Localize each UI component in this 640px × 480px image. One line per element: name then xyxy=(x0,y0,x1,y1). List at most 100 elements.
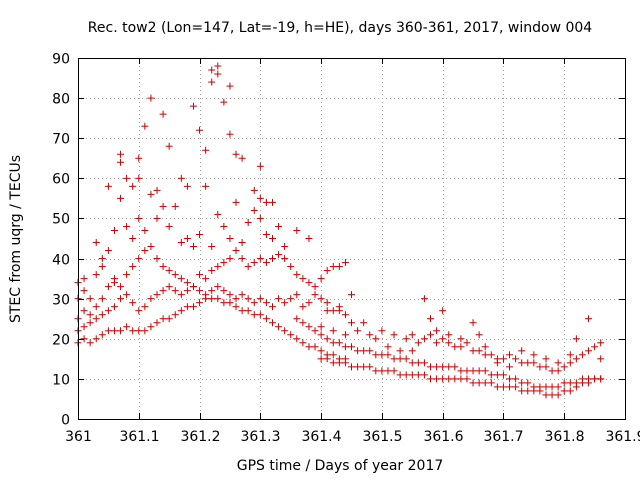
data-point xyxy=(135,255,143,263)
data-point xyxy=(159,263,167,271)
data-point xyxy=(548,383,556,391)
data-point xyxy=(129,182,137,190)
data-point xyxy=(117,158,125,166)
data-point xyxy=(481,379,489,387)
data-point xyxy=(268,319,276,327)
data-point xyxy=(329,339,337,347)
data-point xyxy=(329,263,337,271)
data-point xyxy=(548,367,556,375)
data-point xyxy=(518,387,526,395)
data-point xyxy=(153,291,161,299)
data-point xyxy=(117,150,125,158)
data-point xyxy=(92,315,100,323)
data-point xyxy=(348,291,355,299)
data-point xyxy=(208,287,216,295)
data-point xyxy=(287,331,295,339)
data-point xyxy=(354,347,362,355)
data-point xyxy=(268,235,276,242)
data-point xyxy=(329,351,337,359)
data-point xyxy=(433,339,441,347)
data-point xyxy=(135,214,143,222)
x-tick-label: 361.9 xyxy=(605,429,640,445)
data-point xyxy=(469,319,477,327)
data-point xyxy=(165,142,173,150)
data-point xyxy=(250,206,258,214)
data-point xyxy=(439,335,447,343)
data-point xyxy=(147,323,155,331)
y-tick-label: 10 xyxy=(52,373,70,389)
data-point xyxy=(469,367,477,375)
data-point xyxy=(366,347,374,355)
data-point xyxy=(566,359,574,367)
data-point xyxy=(268,198,276,206)
data-point xyxy=(202,295,210,303)
data-point xyxy=(506,351,514,359)
data-point xyxy=(135,154,143,162)
data-point xyxy=(475,367,483,375)
data-point xyxy=(117,327,125,335)
data-point xyxy=(427,363,435,371)
data-point xyxy=(335,263,343,271)
data-point xyxy=(445,375,453,383)
data-point xyxy=(427,375,435,383)
data-point xyxy=(153,319,161,327)
data-point xyxy=(196,287,204,295)
data-point xyxy=(159,110,167,118)
y-tick-label: 80 xyxy=(52,92,70,108)
x-tick-label: 361.8 xyxy=(544,429,584,445)
data-point xyxy=(220,98,228,106)
data-point xyxy=(104,182,112,190)
data-point xyxy=(208,267,216,275)
data-point xyxy=(98,295,106,303)
x-tick-label: 361.5 xyxy=(362,429,402,445)
data-point xyxy=(262,198,270,206)
data-point xyxy=(560,363,568,371)
data-point xyxy=(299,339,307,347)
data-point xyxy=(238,291,246,299)
data-point xyxy=(268,255,276,263)
data-point xyxy=(323,267,331,275)
data-point xyxy=(530,387,538,395)
data-point xyxy=(244,263,252,271)
data-point xyxy=(566,387,574,395)
data-point xyxy=(384,343,392,351)
data-point xyxy=(287,263,295,271)
data-point xyxy=(250,311,258,319)
data-point xyxy=(414,359,422,367)
data-point xyxy=(177,239,185,247)
data-point xyxy=(463,375,471,383)
data-point xyxy=(566,351,574,359)
data-point xyxy=(317,355,325,363)
data-point xyxy=(329,307,337,315)
data-point xyxy=(232,247,240,255)
data-point xyxy=(329,359,337,367)
data-point xyxy=(323,307,331,315)
data-point xyxy=(226,291,234,299)
data-point xyxy=(147,295,155,303)
data-point xyxy=(196,230,204,238)
y-tick-label: 40 xyxy=(52,253,70,269)
data-point xyxy=(299,319,307,327)
data-point xyxy=(572,335,580,343)
data-point xyxy=(335,303,343,311)
data-point xyxy=(341,311,349,319)
data-point xyxy=(110,226,118,234)
data-point xyxy=(384,351,392,359)
data-point xyxy=(457,335,465,343)
data-point xyxy=(542,355,550,363)
data-point xyxy=(408,331,416,339)
data-point xyxy=(262,299,270,307)
data-point xyxy=(536,363,544,371)
data-point xyxy=(153,255,161,263)
data-point xyxy=(226,299,234,307)
data-point xyxy=(402,371,410,379)
data-point xyxy=(256,255,264,263)
data-point xyxy=(293,335,301,343)
data-point xyxy=(262,230,270,238)
data-point xyxy=(171,287,179,295)
data-point xyxy=(323,335,331,343)
data-point xyxy=(293,315,301,323)
data-point xyxy=(92,239,100,247)
data-point xyxy=(123,222,131,230)
data-point xyxy=(396,355,404,363)
